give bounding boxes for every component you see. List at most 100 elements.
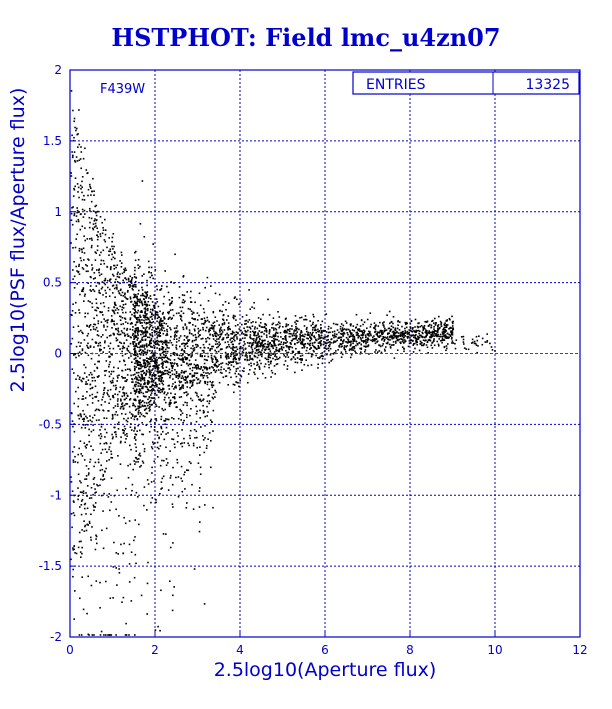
data-point <box>165 464 168 466</box>
data-point <box>233 338 235 340</box>
data-point <box>172 353 175 355</box>
data-point <box>443 324 446 327</box>
data-point <box>208 388 211 391</box>
data-point <box>237 362 239 365</box>
data-point <box>391 335 394 337</box>
data-point <box>146 313 148 315</box>
data-point <box>204 329 207 332</box>
data-point <box>80 556 82 558</box>
data-point <box>315 339 317 341</box>
data-point <box>204 367 206 370</box>
data-point <box>153 306 155 308</box>
data-point <box>77 133 79 135</box>
data-point <box>199 417 201 419</box>
data-point <box>73 430 76 433</box>
data-point <box>233 384 236 386</box>
data-point <box>418 332 420 335</box>
data-point <box>128 351 131 354</box>
data-point <box>153 379 155 382</box>
data-point <box>188 363 191 365</box>
data-point <box>195 338 197 341</box>
data-point <box>88 216 91 219</box>
data-point <box>348 336 351 338</box>
data-point <box>145 318 147 321</box>
data-point <box>190 301 193 303</box>
data-point <box>171 429 174 431</box>
data-point <box>155 285 158 287</box>
data-point <box>163 438 166 441</box>
data-point <box>185 343 187 346</box>
data-point <box>170 301 173 304</box>
data-point <box>182 276 185 278</box>
data-point <box>75 345 78 348</box>
data-point <box>211 328 214 330</box>
data-point <box>171 369 173 372</box>
data-point <box>259 342 261 345</box>
data-point <box>70 412 73 414</box>
x-tick-label: 0 <box>66 643 74 657</box>
data-point <box>395 331 397 334</box>
data-point <box>142 433 144 436</box>
data-point <box>193 339 196 342</box>
data-point <box>350 323 352 325</box>
data-point <box>216 338 218 340</box>
data-point <box>379 335 382 337</box>
data-point <box>106 460 108 462</box>
y-tick-label: -2 <box>50 630 62 644</box>
data-point <box>110 501 113 503</box>
data-point <box>144 310 147 313</box>
data-point <box>416 341 418 343</box>
data-point <box>261 340 264 343</box>
data-point <box>280 341 283 343</box>
data-point <box>150 342 152 345</box>
data-point <box>121 308 123 311</box>
data-point <box>121 272 124 275</box>
data-point <box>437 328 439 330</box>
data-point <box>110 450 112 453</box>
data-point <box>137 391 140 393</box>
data-point <box>280 336 282 338</box>
data-point <box>332 334 334 337</box>
data-point <box>364 334 367 337</box>
data-point <box>131 361 133 363</box>
data-point <box>116 393 119 396</box>
data-point <box>351 329 354 331</box>
data-point <box>349 331 351 333</box>
data-point <box>326 335 329 338</box>
data-point <box>314 346 316 349</box>
data-point <box>144 352 147 354</box>
data-point <box>104 341 106 344</box>
data-point <box>202 343 205 346</box>
data-point <box>340 339 342 342</box>
data-point <box>166 350 169 353</box>
data-point <box>270 369 273 372</box>
data-point <box>229 355 232 358</box>
data-point <box>105 417 108 420</box>
data-point <box>333 330 336 333</box>
data-point <box>84 316 86 318</box>
data-point <box>143 448 146 450</box>
data-point <box>144 331 146 334</box>
data-point <box>237 373 240 375</box>
data-point <box>141 292 144 295</box>
data-point <box>287 356 290 358</box>
data-point <box>192 444 195 447</box>
data-point <box>104 289 107 292</box>
data-point <box>94 502 97 504</box>
data-point <box>101 281 104 283</box>
data-point <box>451 330 454 332</box>
data-point <box>201 318 203 320</box>
data-point <box>159 310 161 313</box>
data-point <box>268 348 271 350</box>
data-point <box>124 267 127 270</box>
data-point <box>364 340 366 342</box>
data-point <box>430 336 433 339</box>
data-point <box>191 354 193 357</box>
data-point <box>85 478 88 480</box>
data-point <box>293 334 296 337</box>
data-point <box>217 369 220 371</box>
data-point <box>207 394 209 397</box>
data-point <box>171 366 174 368</box>
data-point <box>114 252 116 254</box>
data-point <box>99 344 102 347</box>
